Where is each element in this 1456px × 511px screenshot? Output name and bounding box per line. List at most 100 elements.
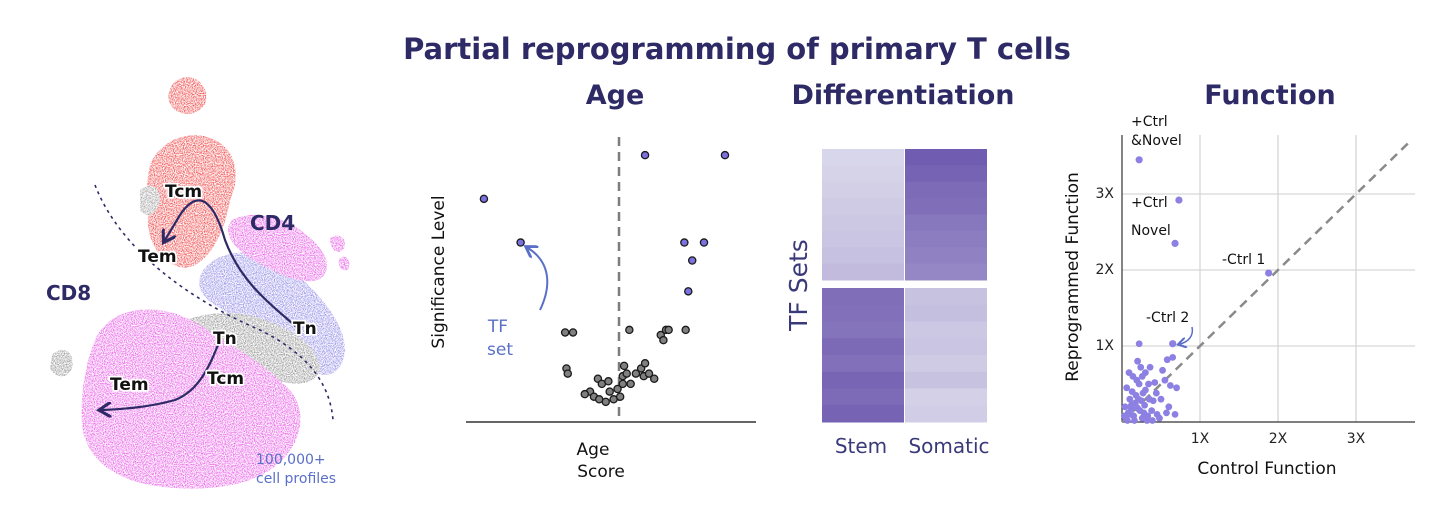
function-point xyxy=(1139,389,1147,397)
age-y-axis-label: Significance Level xyxy=(429,195,449,348)
tf-set-arrow xyxy=(528,248,549,311)
age-title: Age xyxy=(586,80,645,111)
heatmap-cell-stem xyxy=(822,230,904,248)
function-point xyxy=(1137,363,1145,371)
heatmap-cell-stem xyxy=(822,149,904,166)
function-point xyxy=(1149,397,1157,405)
age-x-axis-label-line1: Age xyxy=(577,440,610,460)
umap-cluster-gray-small xyxy=(50,349,73,377)
umap-arrow-cd4 xyxy=(165,199,301,331)
function-point xyxy=(1123,384,1131,392)
tf-set-point xyxy=(640,150,650,160)
age-point xyxy=(613,384,622,394)
function-point xyxy=(1151,379,1159,386)
function-point xyxy=(1120,412,1128,420)
heatmap-cell-somatic xyxy=(905,338,987,356)
cluster-label-tn-cd8: Tn xyxy=(213,329,237,349)
umap-caption-line2: cell profiles xyxy=(256,471,336,487)
umap-panel: CD4 CD8 Tcm Tem Tn Tn Tem Tcm 100,000+ c… xyxy=(46,77,350,489)
heatmap-cell-stem xyxy=(822,165,904,183)
heatmap-col-somatic: Somatic xyxy=(908,434,989,458)
tf-set-point xyxy=(684,287,693,296)
heatmap-cell-somatic xyxy=(905,355,987,373)
function-point xyxy=(1148,407,1156,414)
heatmap-cell-somatic xyxy=(905,149,987,166)
function-xtick-3: 3X xyxy=(1347,431,1366,447)
umap-cluster-magenta-right xyxy=(228,214,328,282)
function-y-axis-label: Reprogrammed Function xyxy=(1063,172,1083,382)
umap-arrow-cd8 xyxy=(102,339,222,410)
function-point xyxy=(1127,411,1134,418)
umap-cluster-gray-left xyxy=(140,185,160,215)
function-reference-line xyxy=(1121,139,1412,423)
function-point xyxy=(1125,369,1133,376)
function-point xyxy=(1141,401,1149,409)
tf-set-point xyxy=(516,238,525,247)
heatmap-cell-somatic xyxy=(905,304,987,322)
label-minus-ctrl2: -Ctrl 2 xyxy=(1146,310,1189,326)
function-point xyxy=(1131,417,1138,424)
heatmap-cell-stem xyxy=(822,198,904,215)
age-point xyxy=(604,377,613,386)
function-point xyxy=(1152,389,1160,397)
cluster-label-tcm-cd8: Tcm xyxy=(207,369,244,389)
age-point xyxy=(618,379,628,389)
umap-cluster-magenta xyxy=(81,309,301,489)
umap-boundary xyxy=(94,184,334,421)
heatmap xyxy=(822,149,987,423)
function-point xyxy=(1138,373,1146,380)
function-point xyxy=(1135,340,1143,348)
age-point xyxy=(664,325,673,335)
function-point xyxy=(1149,417,1156,424)
age-point xyxy=(649,374,659,383)
function-highlight-point xyxy=(1175,196,1183,204)
function-ytick-3: 3X xyxy=(1096,186,1115,202)
function-point xyxy=(1146,363,1154,371)
function-highlight-point xyxy=(1135,156,1143,164)
function-grid xyxy=(1122,135,1415,422)
function-point xyxy=(1134,357,1141,365)
function-point xyxy=(1163,356,1171,364)
function-points xyxy=(1120,156,1273,424)
function-point xyxy=(1128,388,1136,395)
differentiation-panel: Differentiation TF Sets Stem Somatic xyxy=(784,80,1015,458)
function-point xyxy=(1169,354,1177,361)
heatmap-cell-somatic xyxy=(905,198,987,215)
age-point xyxy=(605,387,614,396)
function-point xyxy=(1163,409,1170,417)
heatmap-cell-stem xyxy=(822,304,904,322)
function-highlight-point xyxy=(1265,269,1273,277)
umap-cluster-red-top xyxy=(168,77,207,114)
function-highlight-point xyxy=(1169,340,1177,348)
age-points xyxy=(479,150,730,407)
function-point xyxy=(1136,407,1144,414)
function-x-axis-label: Control Function xyxy=(1197,459,1336,479)
age-point xyxy=(563,369,573,378)
age-point xyxy=(644,369,654,378)
function-panel: Function Reprogrammed Function Control F… xyxy=(1063,80,1415,479)
heatmap-cell-somatic xyxy=(905,181,987,199)
main-title: Partial reprogramming of primary T cells xyxy=(403,32,1071,66)
tf-set-point xyxy=(687,256,697,265)
function-point xyxy=(1159,366,1166,374)
function-point xyxy=(1143,417,1151,424)
function-point xyxy=(1133,376,1141,384)
function-point xyxy=(1165,403,1173,411)
cluster-label-tem-cd8: Tem xyxy=(110,375,149,395)
heatmap-cell-stem xyxy=(822,338,904,356)
label-minus-ctrl1: -Ctrl 1 xyxy=(1222,252,1265,268)
age-point xyxy=(631,369,641,378)
heatmap-cell-stem xyxy=(822,263,904,281)
cluster-label-tn-cd4: Tn xyxy=(293,319,317,339)
tf-set-point xyxy=(720,150,730,160)
function-title: Function xyxy=(1204,80,1335,111)
age-point xyxy=(560,328,570,337)
label-ctrl-novel-line1: +Ctrl xyxy=(1131,114,1168,130)
heatmap-cell-somatic xyxy=(905,263,987,281)
function-highlight-point xyxy=(1171,239,1179,247)
age-point xyxy=(640,359,650,368)
age-panel: Age Significance Level Age Score TF set xyxy=(429,80,756,482)
umap-cluster-magenta-dots xyxy=(330,235,350,271)
ctrl2-arrow xyxy=(1180,326,1194,344)
heatmap-cell-somatic xyxy=(905,371,987,389)
